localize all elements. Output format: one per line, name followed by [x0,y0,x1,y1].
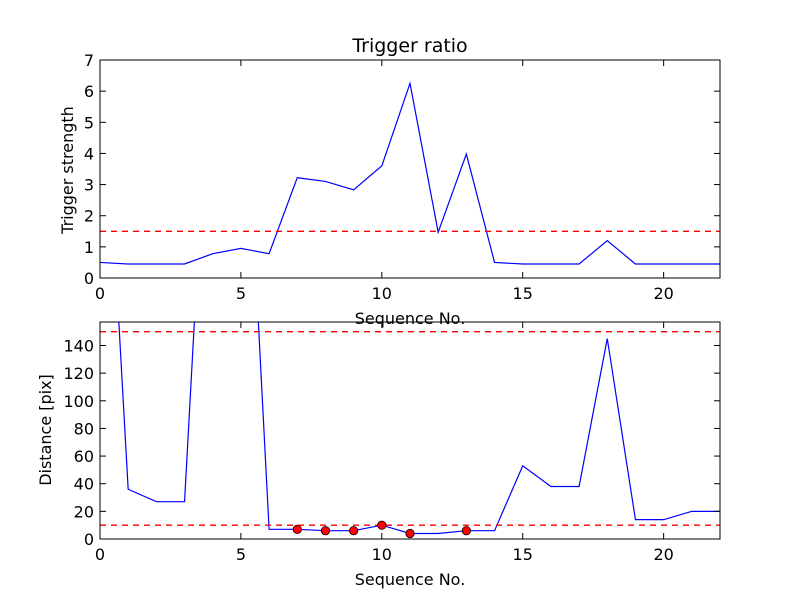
top-y-tick-label: 4 [84,144,94,163]
top-x-axis-label: Sequence No. [355,309,466,328]
bottom-y-tick-label: 100 [63,392,94,411]
top-plot-area: 0 5 10 15 20 0 1 2 3 4 5 6 7 [84,51,721,303]
bottom-marker-point [377,520,387,530]
top-x-tick-label: 15 [513,284,533,303]
top-y-tick-label: 2 [84,207,94,226]
top-series-line-0 [100,81,720,265]
top-x-tick-label: 0 [95,284,105,303]
top-x-tick-label: 10 [372,284,392,303]
top-axes-frame [99,59,721,279]
bottom-x-tick-label: 15 [513,545,533,564]
bottom-subplot: Distance [pix] Sequence No. 0 5 10 15 20 0 20 4… [36,321,721,589]
top-y-tick-label: 3 [84,176,94,195]
bottom-y-tick-label: 120 [63,364,94,383]
bottom-y-tick-label: 80 [74,419,94,438]
top-x-tick-label: 5 [236,284,246,303]
top-chart-title: Trigger ratio [351,35,467,57]
bottom-y-tick-label: 0 [84,530,94,549]
top-y-tick-label: 1 [84,238,94,257]
bottom-series-line-0 [118,322,720,535]
bottom-marker-point [320,526,331,536]
bottom-plot-area: 0 5 10 15 20 0 20 40 60 80 100 120 140 [63,321,721,564]
bottom-marker-point [349,526,359,536]
top-y-axis-label: Trigger strength [58,106,77,235]
bottom-content [100,322,720,539]
top-y-tick-label: 0 [84,269,94,288]
top-y-tick-label: 7 [84,51,94,70]
bottom-y-tick-label: 20 [74,502,94,521]
top-content [100,81,720,265]
bottom-axes-frame [99,321,721,540]
bottom-marker-point [292,524,302,534]
bottom-marker-point [461,526,471,536]
bottom-y-tick-label: 140 [63,336,94,355]
top-x-tick-label: 20 [653,284,673,303]
bottom-y-axis-label: Distance [pix] [36,374,55,486]
bottom-marker-point [405,528,415,539]
bottom-y-tick-label: 40 [74,475,94,494]
top-y-tick-label: 5 [84,113,94,132]
top-subplot: Trigger ratio Trigger strength Sequence … [58,35,721,328]
bottom-x-tick-label: 10 [372,545,392,564]
bottom-y-tick-label: 60 [74,447,94,466]
bottom-x-tick-label: 0 [95,545,105,564]
bottom-x-axis-label: Sequence No. [355,570,466,589]
bottom-x-tick-label: 20 [653,545,673,564]
bottom-x-tick-label: 5 [236,545,246,564]
top-y-tick-label: 6 [84,82,94,101]
